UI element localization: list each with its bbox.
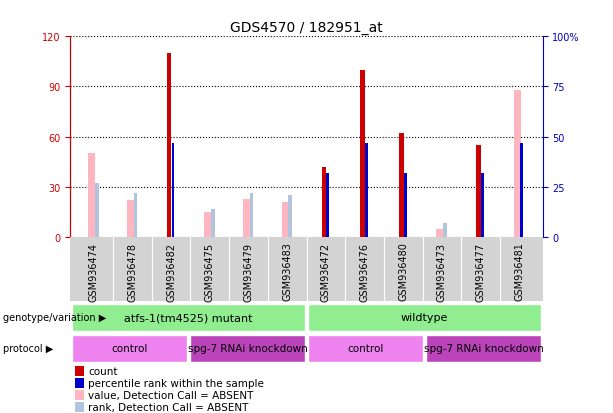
Text: spg-7 RNAi knockdown: spg-7 RNAi knockdown <box>188 344 307 354</box>
Bar <box>481 173 484 237</box>
Bar <box>72 304 305 331</box>
Text: GSM936478: GSM936478 <box>128 242 137 301</box>
Bar <box>327 173 329 237</box>
Bar <box>190 335 305 362</box>
Text: control: control <box>112 344 148 354</box>
Bar <box>360 71 365 237</box>
Bar <box>127 201 134 237</box>
Bar <box>520 143 522 237</box>
Bar <box>75 390 84 400</box>
Bar <box>75 378 84 388</box>
Text: atfs-1(tm4525) mutant: atfs-1(tm4525) mutant <box>124 313 253 323</box>
Bar <box>426 335 541 362</box>
Text: GSM936481: GSM936481 <box>514 242 524 301</box>
Bar <box>95 183 99 237</box>
Bar <box>288 195 292 237</box>
Bar <box>436 229 443 237</box>
Text: count: count <box>88 366 118 376</box>
Text: value, Detection Call = ABSENT: value, Detection Call = ABSENT <box>88 390 254 400</box>
Text: spg-7 RNAi knockdown: spg-7 RNAi knockdown <box>424 344 543 354</box>
Text: GSM936475: GSM936475 <box>205 242 215 301</box>
Bar <box>476 146 481 237</box>
Text: wildtype: wildtype <box>401 313 448 323</box>
Bar <box>243 199 250 237</box>
Bar <box>88 154 95 237</box>
Bar <box>365 143 368 237</box>
Text: GSM936472: GSM936472 <box>321 242 331 301</box>
Bar <box>404 173 406 237</box>
Bar <box>443 223 447 237</box>
Bar <box>399 134 403 237</box>
Text: GSM936483: GSM936483 <box>282 242 292 301</box>
Bar <box>75 401 84 412</box>
Bar <box>514 90 521 237</box>
Bar <box>211 209 215 237</box>
Bar <box>75 366 84 376</box>
Text: GSM936480: GSM936480 <box>398 242 408 301</box>
Text: control: control <box>348 344 384 354</box>
Bar <box>204 212 211 237</box>
Bar <box>249 193 254 237</box>
Text: rank, Detection Call = ABSENT: rank, Detection Call = ABSENT <box>88 402 249 412</box>
Bar <box>72 335 187 362</box>
Title: GDS4570 / 182951_at: GDS4570 / 182951_at <box>230 21 383 35</box>
Bar <box>322 167 326 237</box>
Text: GSM936477: GSM936477 <box>476 242 485 301</box>
Bar <box>167 54 172 237</box>
Text: protocol ▶: protocol ▶ <box>3 344 53 354</box>
Bar <box>282 202 289 237</box>
Text: GSM936474: GSM936474 <box>89 242 99 301</box>
Text: genotype/variation ▶: genotype/variation ▶ <box>3 313 106 323</box>
Bar <box>134 193 137 237</box>
Text: percentile rank within the sample: percentile rank within the sample <box>88 378 264 388</box>
Bar <box>308 335 423 362</box>
Text: GSM936476: GSM936476 <box>360 242 370 301</box>
Text: GSM936473: GSM936473 <box>437 242 447 301</box>
Text: GSM936482: GSM936482 <box>166 242 176 301</box>
Bar <box>172 143 174 237</box>
Bar <box>308 304 541 331</box>
Text: GSM936479: GSM936479 <box>243 242 253 301</box>
